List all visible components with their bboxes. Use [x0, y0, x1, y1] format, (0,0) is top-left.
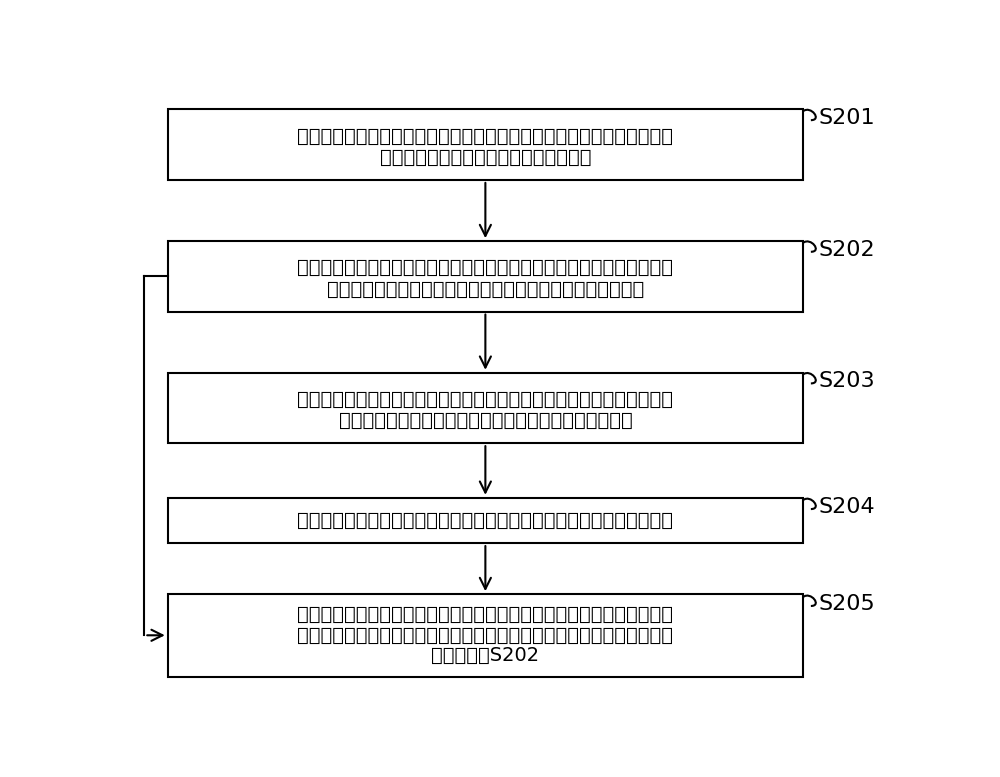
Text: S203: S203	[819, 371, 875, 392]
FancyBboxPatch shape	[168, 498, 803, 543]
Text: S202: S202	[819, 240, 875, 260]
Text: 确定电机在当前控制周期内的转子位置角: 确定电机在当前控制周期内的转子位置角	[380, 148, 591, 167]
Text: 回执行步骤S202: 回执行步骤S202	[431, 646, 539, 665]
Text: S204: S204	[819, 497, 875, 517]
Text: 获取霍尔位置传感器输出端在上一控制周期时的前电平信号值: 获取霍尔位置传感器输出端在上一控制周期时的前电平信号值	[327, 280, 644, 298]
Text: 控制周期内的标志值，并确定电机当前的绝对转子位置角: 控制周期内的标志值，并确定电机当前的绝对转子位置角	[338, 411, 632, 430]
Text: 根据标志值、绝对转子位置角及设定的转子校正公式，校正转速校正频率: 根据标志值、绝对转子位置角及设定的转子校正公式，校正转速校正频率	[297, 511, 673, 530]
Text: S205: S205	[819, 594, 875, 614]
FancyBboxPatch shape	[168, 373, 803, 443]
Text: 监测记录霍尔位置传感器输出端在当前控制周期内的当前电平信号值，并: 监测记录霍尔位置传感器输出端在当前控制周期内的当前电平信号值，并	[297, 258, 673, 277]
Text: 根据前电平信号值与当前电平信号值的比对结果，确定换向标志位在当前: 根据前电平信号值与当前电平信号值的比对结果，确定换向标志位在当前	[297, 390, 673, 409]
FancyBboxPatch shape	[168, 241, 803, 312]
Text: S201: S201	[819, 108, 875, 128]
Text: 当检测到电机启动时，根据设定的位置计算公式及初始的转速校正频率，: 当检测到电机启动时，根据设定的位置计算公式及初始的转速校正频率，	[297, 127, 673, 146]
Text: 控制周期内的转子位置角，并将下一控制周期作为新的当前控制周期，返: 控制周期内的转子位置角，并将下一控制周期作为新的当前控制周期，返	[297, 625, 673, 645]
Text: 根据位置计算公式及当前控制周期校正的转速校正频率，确定电机在下一: 根据位置计算公式及当前控制周期校正的转速校正频率，确定电机在下一	[297, 605, 673, 624]
FancyBboxPatch shape	[168, 110, 803, 180]
FancyBboxPatch shape	[168, 594, 803, 677]
